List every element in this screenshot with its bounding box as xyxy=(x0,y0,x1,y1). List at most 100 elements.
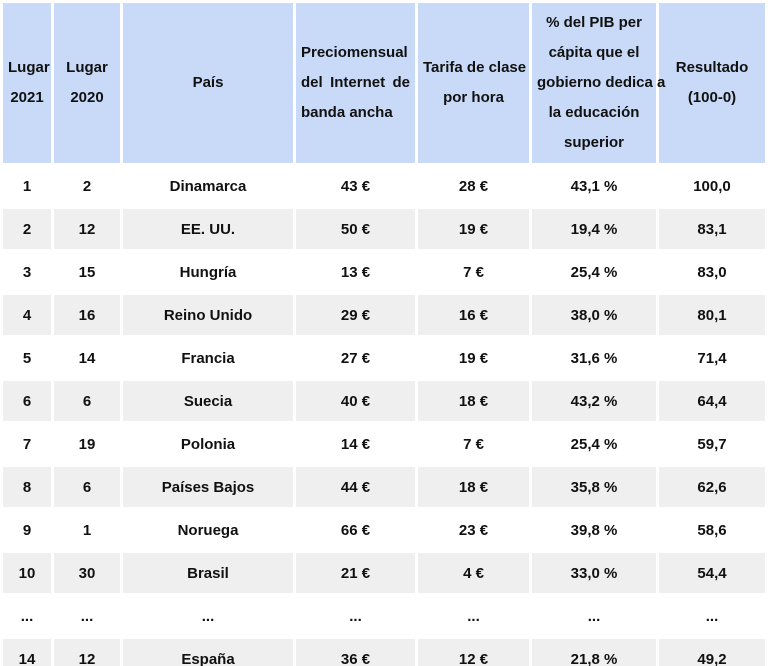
internet-price-cell: 43 € xyxy=(296,166,415,206)
header-line: Tarifa de clase xyxy=(423,59,527,76)
gdp-share-cell: 43,2 % xyxy=(532,381,656,421)
table-row: 9 1 Noruega 66 € 23 € 39,8 % 58,6 xyxy=(3,510,765,550)
rank-2020-cell: 19 xyxy=(54,424,120,464)
gdp-share-cell: 43,1 % xyxy=(532,166,656,206)
class-rate-cell: 7 € xyxy=(418,252,529,292)
column-header-lugar-2021: Lugar 2021 xyxy=(3,3,51,163)
gdp-share-cell: ... xyxy=(532,596,656,636)
score-cell: 100,0 xyxy=(659,166,765,206)
rank-2021-cell: 5 xyxy=(3,338,51,378)
country-cell: Noruega xyxy=(123,510,293,550)
rank-2020-cell: 12 xyxy=(54,639,120,666)
table-row: 7 19 Polonia 14 € 7 € 25,4 % 59,7 xyxy=(3,424,765,464)
score-cell: 64,4 xyxy=(659,381,765,421)
score-cell: 58,6 xyxy=(659,510,765,550)
header-line: superior xyxy=(563,134,624,151)
internet-price-cell: 66 € xyxy=(296,510,415,550)
rank-2021-cell: 3 xyxy=(3,252,51,292)
header-line: País xyxy=(192,74,224,91)
header-line: Lugar xyxy=(66,59,108,76)
internet-price-cell: 40 € xyxy=(296,381,415,421)
score-cell: 83,1 xyxy=(659,209,765,249)
class-rate-cell: 7 € xyxy=(418,424,529,464)
header-line: Preciomensual xyxy=(301,44,408,61)
gdp-share-cell: 39,8 % xyxy=(532,510,656,550)
table-row: 8 6 Países Bajos 44 € 18 € 35,8 % 62,6 xyxy=(3,467,765,507)
country-cell: España xyxy=(123,639,293,666)
rank-2021-cell: 1 xyxy=(3,166,51,206)
rank-2020-cell: 14 xyxy=(54,338,120,378)
class-rate-cell: 12 € xyxy=(418,639,529,666)
rank-2021-cell: 10 xyxy=(3,553,51,593)
internet-price-cell: 44 € xyxy=(296,467,415,507)
class-rate-cell: 18 € xyxy=(418,381,529,421)
class-rate-cell: 19 € xyxy=(418,209,529,249)
score-cell: 49,2 xyxy=(659,639,765,666)
rank-2020-cell: ... xyxy=(54,596,120,636)
country-cell: Dinamarca xyxy=(123,166,293,206)
rank-2021-cell: 2 xyxy=(3,209,51,249)
table-row: 5 14 Francia 27 € 19 € 31,6 % 71,4 xyxy=(3,338,765,378)
header-line: gobierno dedica a xyxy=(537,74,666,91)
rank-2020-cell: 2 xyxy=(54,166,120,206)
gdp-share-cell: 21,8 % xyxy=(532,639,656,666)
rank-2021-cell: 9 xyxy=(3,510,51,550)
country-cell: Brasil xyxy=(123,553,293,593)
internet-price-cell: 21 € xyxy=(296,553,415,593)
column-header-precio-internet: Preciomensual del Internet de banda anch… xyxy=(296,3,415,163)
rank-2020-cell: 15 xyxy=(54,252,120,292)
country-cell: Reino Unido xyxy=(123,295,293,335)
class-rate-cell: 28 € xyxy=(418,166,529,206)
table-row: 10 30 Brasil 21 € 4 € 33,0 % 54,4 xyxy=(3,553,765,593)
header-row: Lugar 2021 Lugar 2020 País Preciomensual… xyxy=(3,3,765,163)
gdp-share-cell: 33,0 % xyxy=(532,553,656,593)
gdp-share-cell: 35,8 % xyxy=(532,467,656,507)
class-rate-cell: 23 € xyxy=(418,510,529,550)
column-header-pib-educacion: % del PIB per cápita que el gobierno ded… xyxy=(532,3,666,163)
rank-2020-cell: 6 xyxy=(54,467,120,507)
rank-2020-cell: 16 xyxy=(54,295,120,335)
header-line: % del PIB per xyxy=(546,14,642,31)
column-header-lugar-2020: Lugar 2020 xyxy=(54,3,120,163)
country-cell: Hungría xyxy=(123,252,293,292)
table-row: 14 12 España 36 € 12 € 21,8 % 49,2 xyxy=(3,639,765,666)
rank-2021-cell: ... xyxy=(3,596,51,636)
gdp-share-cell: 25,4 % xyxy=(532,252,656,292)
class-rate-cell: 19 € xyxy=(418,338,529,378)
class-rate-cell: 4 € xyxy=(418,553,529,593)
score-cell: 80,1 xyxy=(659,295,765,335)
rank-2021-cell: 7 xyxy=(3,424,51,464)
score-cell: 54,4 xyxy=(659,553,765,593)
table-row: 2 12 EE. UU. 50 € 19 € 19,4 % 83,1 xyxy=(3,209,765,249)
gdp-share-cell: 19,4 % xyxy=(532,209,656,249)
rank-2021-cell: 8 xyxy=(3,467,51,507)
class-rate-cell: 16 € xyxy=(418,295,529,335)
country-cell: Países Bajos xyxy=(123,467,293,507)
rank-2021-cell: 14 xyxy=(3,639,51,666)
table-row: 4 16 Reino Unido 29 € 16 € 38,0 % 80,1 xyxy=(3,295,765,335)
country-cell: ... xyxy=(123,596,293,636)
gdp-share-cell: 38,0 % xyxy=(532,295,656,335)
internet-price-cell: 27 € xyxy=(296,338,415,378)
rank-2021-cell: 6 xyxy=(3,381,51,421)
table-row: 3 15 Hungría 13 € 7 € 25,4 % 83,0 xyxy=(3,252,765,292)
country-cell: Suecia xyxy=(123,381,293,421)
rank-2020-cell: 1 xyxy=(54,510,120,550)
internet-price-cell: 13 € xyxy=(296,252,415,292)
rank-2020-cell: 6 xyxy=(54,381,120,421)
class-rate-cell: 18 € xyxy=(418,467,529,507)
header-line: cápita que el xyxy=(548,44,640,61)
internet-price-cell: ... xyxy=(296,596,415,636)
internet-price-cell: 50 € xyxy=(296,209,415,249)
column-header-tarifa-clase: Tarifa de clase por hora xyxy=(418,3,529,163)
score-cell: 59,7 xyxy=(659,424,765,464)
table-row-ellipsis: ... ... ... ... ... ... ... xyxy=(3,596,765,636)
country-cell: Polonia xyxy=(123,424,293,464)
header-line: Lugar xyxy=(8,59,50,76)
header-line: la educación xyxy=(548,104,640,121)
gdp-share-cell: 25,4 % xyxy=(532,424,656,464)
score-cell: 71,4 xyxy=(659,338,765,378)
score-cell: 83,0 xyxy=(659,252,765,292)
table-row: 6 6 Suecia 40 € 18 € 43,2 % 64,4 xyxy=(3,381,765,421)
